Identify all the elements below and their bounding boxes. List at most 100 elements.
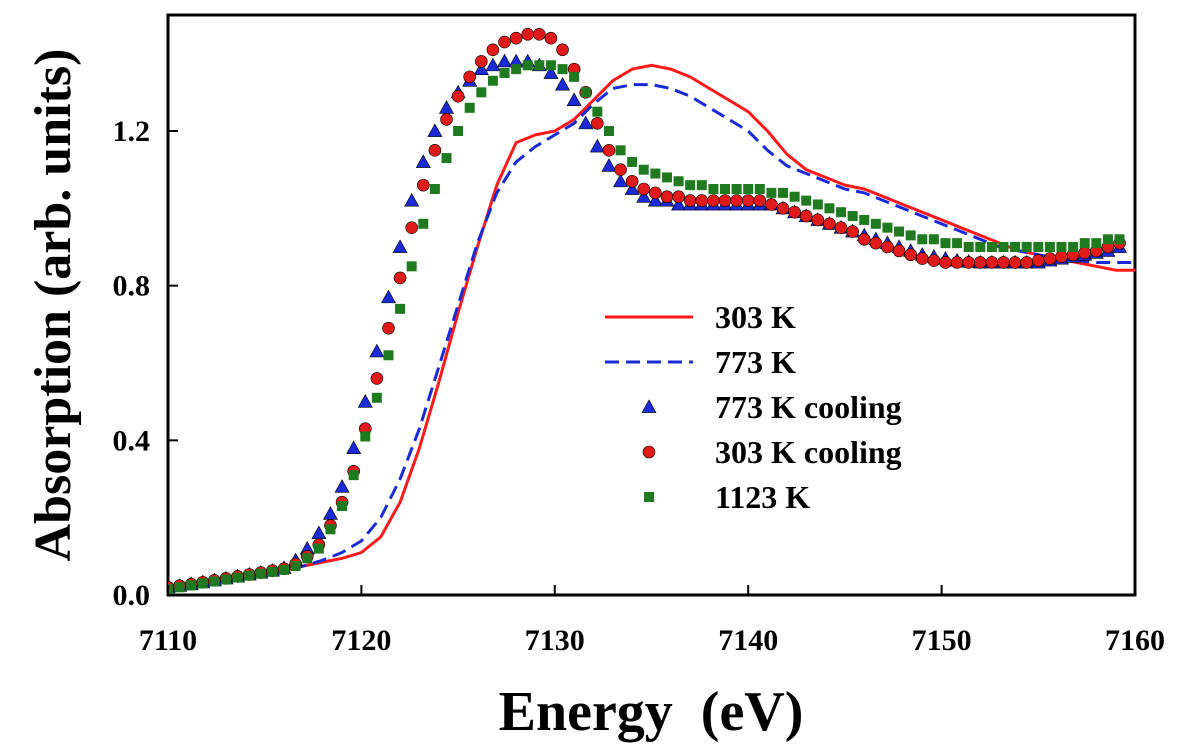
series-303-k [168,63,1135,589]
data-point [1021,242,1032,252]
data-point [660,190,674,204]
data-point [707,194,720,207]
data-point [463,70,477,84]
data-point [522,60,533,71]
data-point [441,153,452,164]
data-point [405,221,418,234]
legend-item: 773 K [605,344,796,380]
data-point [695,194,709,207]
data-point [393,271,407,285]
data-point [905,230,916,241]
data-point [719,184,730,194]
legend-label: 1123 K [715,479,810,515]
x-tick-label: 7140 [718,624,778,657]
data-point [962,256,975,269]
data-point [1102,234,1113,245]
legend-label: 773 K [715,344,796,380]
data-point [578,115,594,130]
data-point [580,87,591,98]
data-point [811,213,825,227]
data-point [638,164,649,175]
data-point [322,506,338,520]
data-point [346,440,362,454]
data-point [985,256,999,269]
data-point [904,248,917,262]
data-point [1114,234,1125,245]
data-point [404,192,420,207]
data-point [637,182,651,196]
data-point [601,158,617,172]
series-773-k [168,83,1135,589]
data-point [451,89,465,103]
data-point [603,126,614,136]
data-point [1020,256,1033,269]
data-point [776,202,790,215]
data-point [927,254,941,267]
data-point [533,28,546,41]
data-point [168,584,173,595]
data-point [718,194,732,207]
data-point [395,303,406,314]
data-point [267,566,278,577]
data-point [869,236,883,250]
data-point [824,203,835,214]
data-point [279,564,290,575]
data-point [834,221,848,234]
x-tick-label: 7150 [912,624,972,657]
data-point [244,570,255,581]
data-point [569,71,580,82]
legend-item: 773 K cooling [641,389,902,425]
data-point [360,431,371,442]
data-point [415,154,431,168]
data-point [1043,252,1057,265]
legend: 303 K 773 K 773 K cooling 303 K cooling 1123… [605,299,902,515]
data-point [290,561,301,571]
data-point [789,191,800,202]
data-point [534,60,545,71]
data-point [846,225,859,238]
y-tick-label: 1.2 [113,115,151,148]
data-point [647,192,663,207]
legend-swatch [642,445,656,459]
data-point [313,543,324,554]
data-point [255,568,266,579]
data-point [997,256,1010,269]
data-point [464,102,475,113]
plot-frame [166,13,1137,597]
series-303-k-cooling [168,28,1126,594]
data-point [602,144,616,157]
data-point [870,218,881,229]
data-point [476,87,487,98]
data-point [511,64,522,75]
data-point [592,106,603,117]
data-point [708,184,719,194]
data-point [661,172,672,183]
data-point [1032,254,1045,267]
legend-label: 773 K cooling [715,389,902,425]
data-point [485,57,501,72]
axis-layer: 7110 7120 7130 7140 7150 7160 0.0 0.4 0.8 1.2 [113,115,1166,657]
data-point [881,240,894,254]
data-point [1033,242,1044,252]
data-point [788,205,801,219]
data-point [882,222,893,233]
x-axis-title: Energy (eV) [499,681,804,743]
series-773-k-cooling [168,53,1128,594]
y-tick-label: 0.4 [113,424,151,457]
data-point [799,209,813,223]
data-point [625,174,639,188]
data-point [766,187,777,198]
data-point [429,184,440,194]
data-point [928,234,939,245]
legend-label: 303 K cooling [715,434,902,470]
data-point [487,75,498,86]
data-point [438,100,455,114]
data-point [302,553,313,564]
data-point [566,92,582,106]
data-point [371,392,382,403]
legend-item: 1123 K [644,479,810,515]
data-point [650,168,661,179]
data-point [453,126,464,136]
data-point [952,238,963,249]
